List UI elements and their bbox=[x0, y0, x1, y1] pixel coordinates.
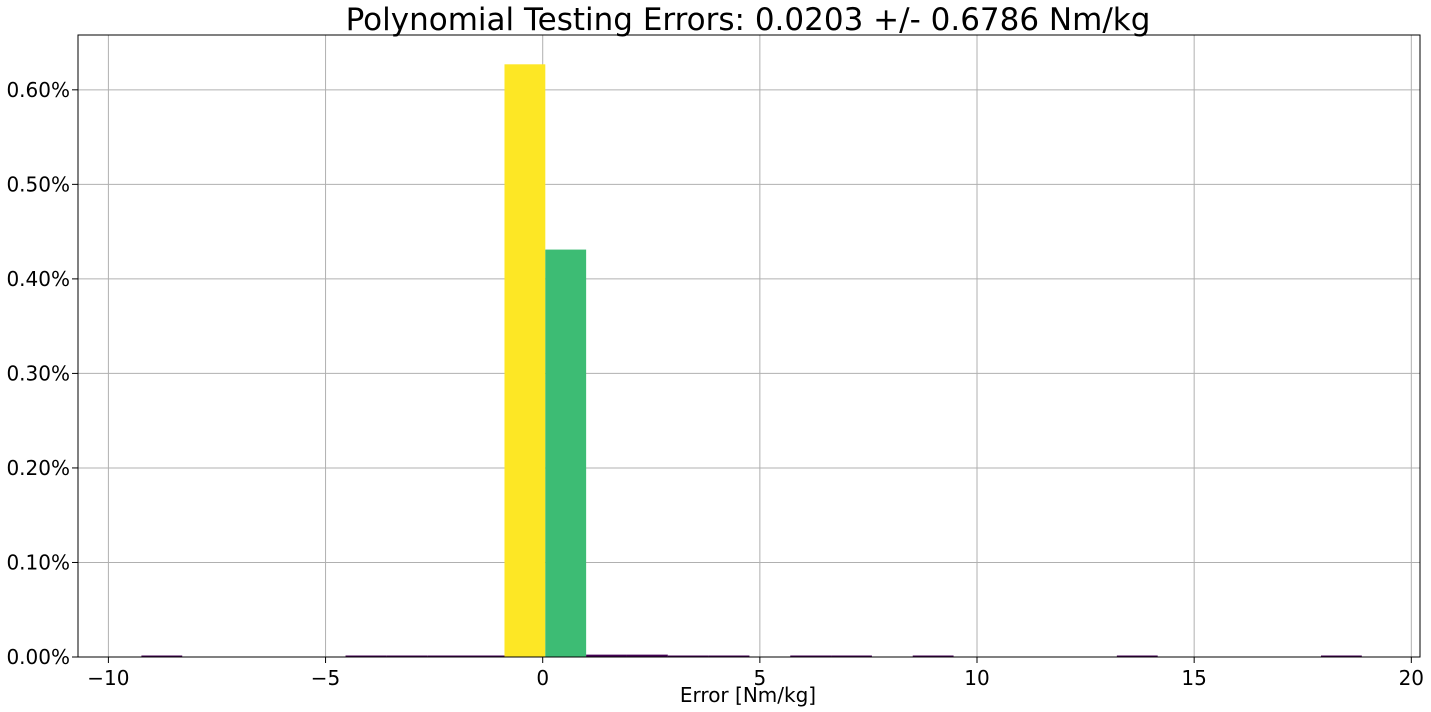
x-axis-label: Error [Nm/kg] bbox=[680, 683, 816, 707]
y-tick-label: 0.00% bbox=[6, 645, 70, 669]
y-tick-label: 0.40% bbox=[6, 267, 70, 291]
y-axis-ticks: 0.00% 0.10% 0.20% 0.30% 0.40% 0.50% 0.60% bbox=[6, 78, 78, 669]
histogram-bar bbox=[545, 249, 587, 657]
x-tick-label: 20 bbox=[1399, 666, 1424, 690]
bars-group bbox=[141, 64, 1362, 657]
y-tick-label: 0.10% bbox=[6, 550, 70, 574]
y-tick-label: 0.20% bbox=[6, 456, 70, 480]
x-tick-label: 15 bbox=[1181, 666, 1206, 690]
y-tick-label: 0.50% bbox=[6, 172, 70, 196]
histogram-bar bbox=[468, 655, 509, 657]
histogram-bar bbox=[708, 655, 750, 657]
histogram-bar bbox=[667, 655, 709, 657]
y-tick-label: 0.30% bbox=[6, 361, 70, 385]
histogram-bar bbox=[790, 655, 832, 657]
histogram-bar bbox=[386, 655, 428, 657]
grid-lines bbox=[78, 35, 1420, 658]
histogram-bar bbox=[912, 655, 954, 657]
chart-title: Polynomial Testing Errors: 0.0203 +/- 0.… bbox=[346, 2, 1151, 38]
y-tick-label: 0.60% bbox=[6, 78, 70, 102]
x-axis-ticks: −10 −5 0 5 10 15 20 bbox=[87, 657, 1424, 690]
histogram-bar bbox=[427, 655, 469, 657]
x-tick-label: 0 bbox=[536, 666, 549, 690]
histogram-bar bbox=[141, 655, 183, 657]
histogram-bar bbox=[626, 654, 668, 657]
histogram-bar bbox=[1116, 655, 1158, 657]
histogram-bar bbox=[1320, 655, 1362, 657]
histogram-bar bbox=[504, 64, 546, 657]
histogram-bar bbox=[345, 655, 387, 657]
x-tick-label: −5 bbox=[311, 666, 340, 690]
histogram-bar bbox=[586, 654, 627, 657]
x-tick-label: 10 bbox=[964, 666, 989, 690]
plot-frame bbox=[77, 34, 1421, 658]
x-tick-label: 5 bbox=[753, 666, 766, 690]
histogram-bar bbox=[831, 655, 872, 657]
x-tick-label: −10 bbox=[87, 666, 129, 690]
